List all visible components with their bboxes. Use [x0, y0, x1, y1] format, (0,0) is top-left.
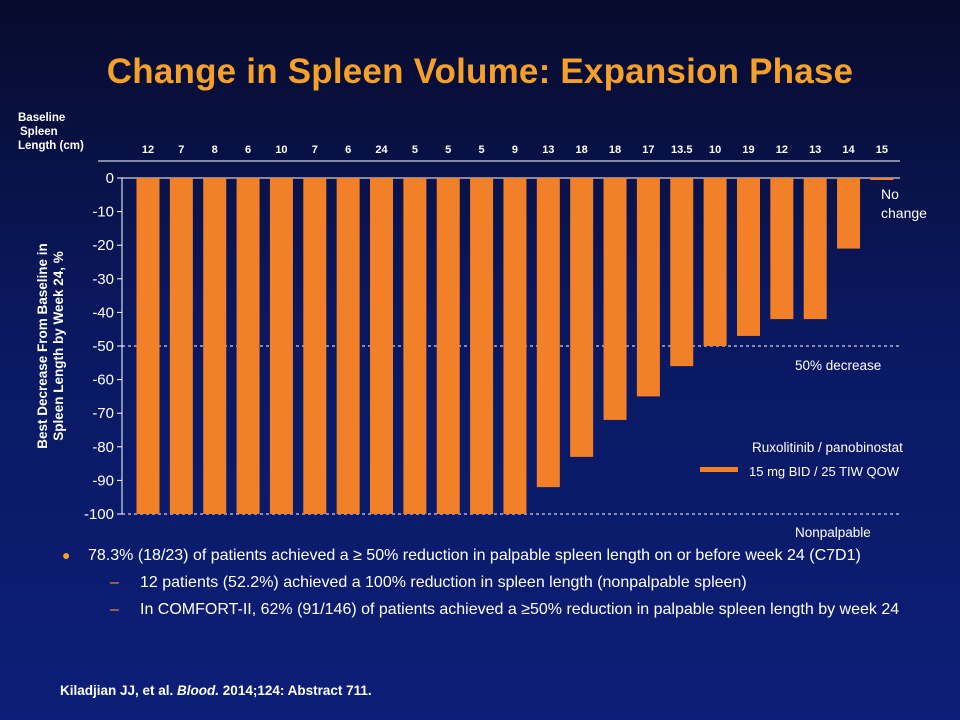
baseline-value: 10	[275, 144, 287, 156]
dash-icon: –	[110, 574, 119, 591]
y-tick-label: -90	[92, 472, 114, 489]
y-tick-label: -70	[92, 405, 114, 422]
dash-icon: –	[110, 601, 119, 618]
bullet-main: ● 78.3% (18/23) of patients achieved a ≥…	[60, 545, 910, 566]
baseline-value: 5	[412, 144, 418, 156]
bar	[470, 178, 494, 514]
findings-bullets: ● 78.3% (18/23) of patients achieved a ≥…	[60, 545, 910, 620]
citation-journal: Blood.	[177, 683, 220, 698]
baseline-value: 18	[609, 144, 621, 156]
reference-label: Nonpalpable	[795, 525, 871, 540]
bar	[536, 178, 560, 488]
y-tick-label: -50	[92, 338, 114, 355]
y-tick-label: -100	[84, 506, 114, 523]
bar	[136, 178, 160, 514]
baseline-value: 12	[776, 144, 788, 156]
baseline-spleen-length-label: Baseline Spleen Length (cm)	[18, 111, 84, 153]
bar	[636, 178, 660, 397]
no-change-label: change	[881, 205, 927, 221]
baseline-label-line: Spleen	[20, 126, 58, 138]
bar	[269, 178, 293, 514]
y-axis-title: Best Decrease From Baseline in	[35, 243, 50, 449]
bar	[670, 178, 694, 367]
baseline-value: 6	[245, 144, 251, 156]
citation: Kiladjian JJ, et al. Blood. 2014;124: Ab…	[60, 683, 372, 698]
bar	[870, 178, 894, 180]
citation-details: 2014;124: Abstract 711.	[219, 683, 372, 698]
bar	[570, 178, 594, 457]
bar	[803, 178, 827, 320]
baseline-value: 12	[142, 144, 154, 156]
baseline-value: 13	[809, 144, 821, 156]
bullet-dot-icon: ●	[62, 547, 71, 563]
bar	[236, 178, 260, 514]
bar	[503, 178, 527, 514]
baseline-label-line: Length (cm)	[18, 140, 84, 152]
y-tick-label: -80	[92, 439, 114, 456]
bar	[169, 178, 193, 514]
no-change-label: No	[881, 186, 899, 202]
baseline-value: 10	[709, 144, 721, 156]
bullet-main-text: 78.3% (18/23) of patients achieved a ≥ 5…	[88, 547, 861, 564]
bar	[837, 178, 861, 249]
bar	[403, 178, 427, 514]
bar	[770, 178, 794, 320]
legend-swatch	[700, 467, 738, 472]
baseline-value: 14	[842, 144, 855, 156]
baseline-value: 7	[178, 144, 184, 156]
bar	[303, 178, 327, 514]
bar	[603, 178, 627, 420]
baseline-value: 6	[345, 144, 351, 156]
bullet-sub-text: 12 patients (52.2%) achieved a 100% redu…	[140, 574, 747, 591]
y-tick-label: -60	[92, 372, 114, 389]
baseline-value: 19	[742, 144, 754, 156]
spleen-volume-bar-chart: 50% decrease Nonpalpable 0 -10 -20 -30 -40 -50 -…	[35, 144, 927, 540]
baseline-label-line: Baseline	[18, 112, 66, 124]
bar	[703, 178, 727, 346]
bar	[203, 178, 227, 514]
baseline-value: 13	[542, 144, 554, 156]
bar	[370, 178, 394, 514]
y-axis-title: Spleen Length by Week 24, %	[51, 251, 66, 441]
baseline-value: 9	[512, 144, 518, 156]
baseline-value: 17	[642, 144, 654, 156]
baseline-value: 13.5	[671, 144, 692, 156]
citation-authors: Kiladjian JJ, et al.	[60, 683, 178, 698]
y-tick-label: -10	[92, 204, 114, 221]
baseline-value: 7	[312, 144, 318, 156]
bullet-sub: – 12 patients (52.2%) achieved a 100% re…	[60, 572, 910, 593]
bar	[436, 178, 460, 514]
baseline-value: 5	[479, 144, 485, 156]
bullet-sub: – In COMFORT-II, 62% (91/146) of patient…	[60, 599, 910, 620]
y-tick-label: -40	[92, 304, 114, 321]
baseline-value: 18	[576, 144, 588, 156]
legend-entry: 15 mg BID / 25 TIW QOW	[749, 464, 900, 479]
bar	[336, 178, 360, 514]
y-tick-label: 0	[106, 170, 114, 187]
baseline-value: 5	[445, 144, 451, 156]
bullet-sub-text: In COMFORT-II, 62% (91/146) of patients …	[140, 601, 900, 618]
bar	[736, 178, 760, 336]
reference-label: 50% decrease	[795, 358, 881, 373]
y-tick-label: -30	[92, 271, 114, 288]
legend-header: Ruxolitinib / panobinostat	[752, 440, 903, 455]
y-tick-label: -20	[92, 237, 114, 254]
baseline-value: 24	[375, 144, 388, 156]
baseline-value: 15	[876, 144, 888, 156]
baseline-value: 8	[212, 144, 218, 156]
slide-title: Change in Spleen Volume: Expansion Phase	[106, 52, 854, 91]
